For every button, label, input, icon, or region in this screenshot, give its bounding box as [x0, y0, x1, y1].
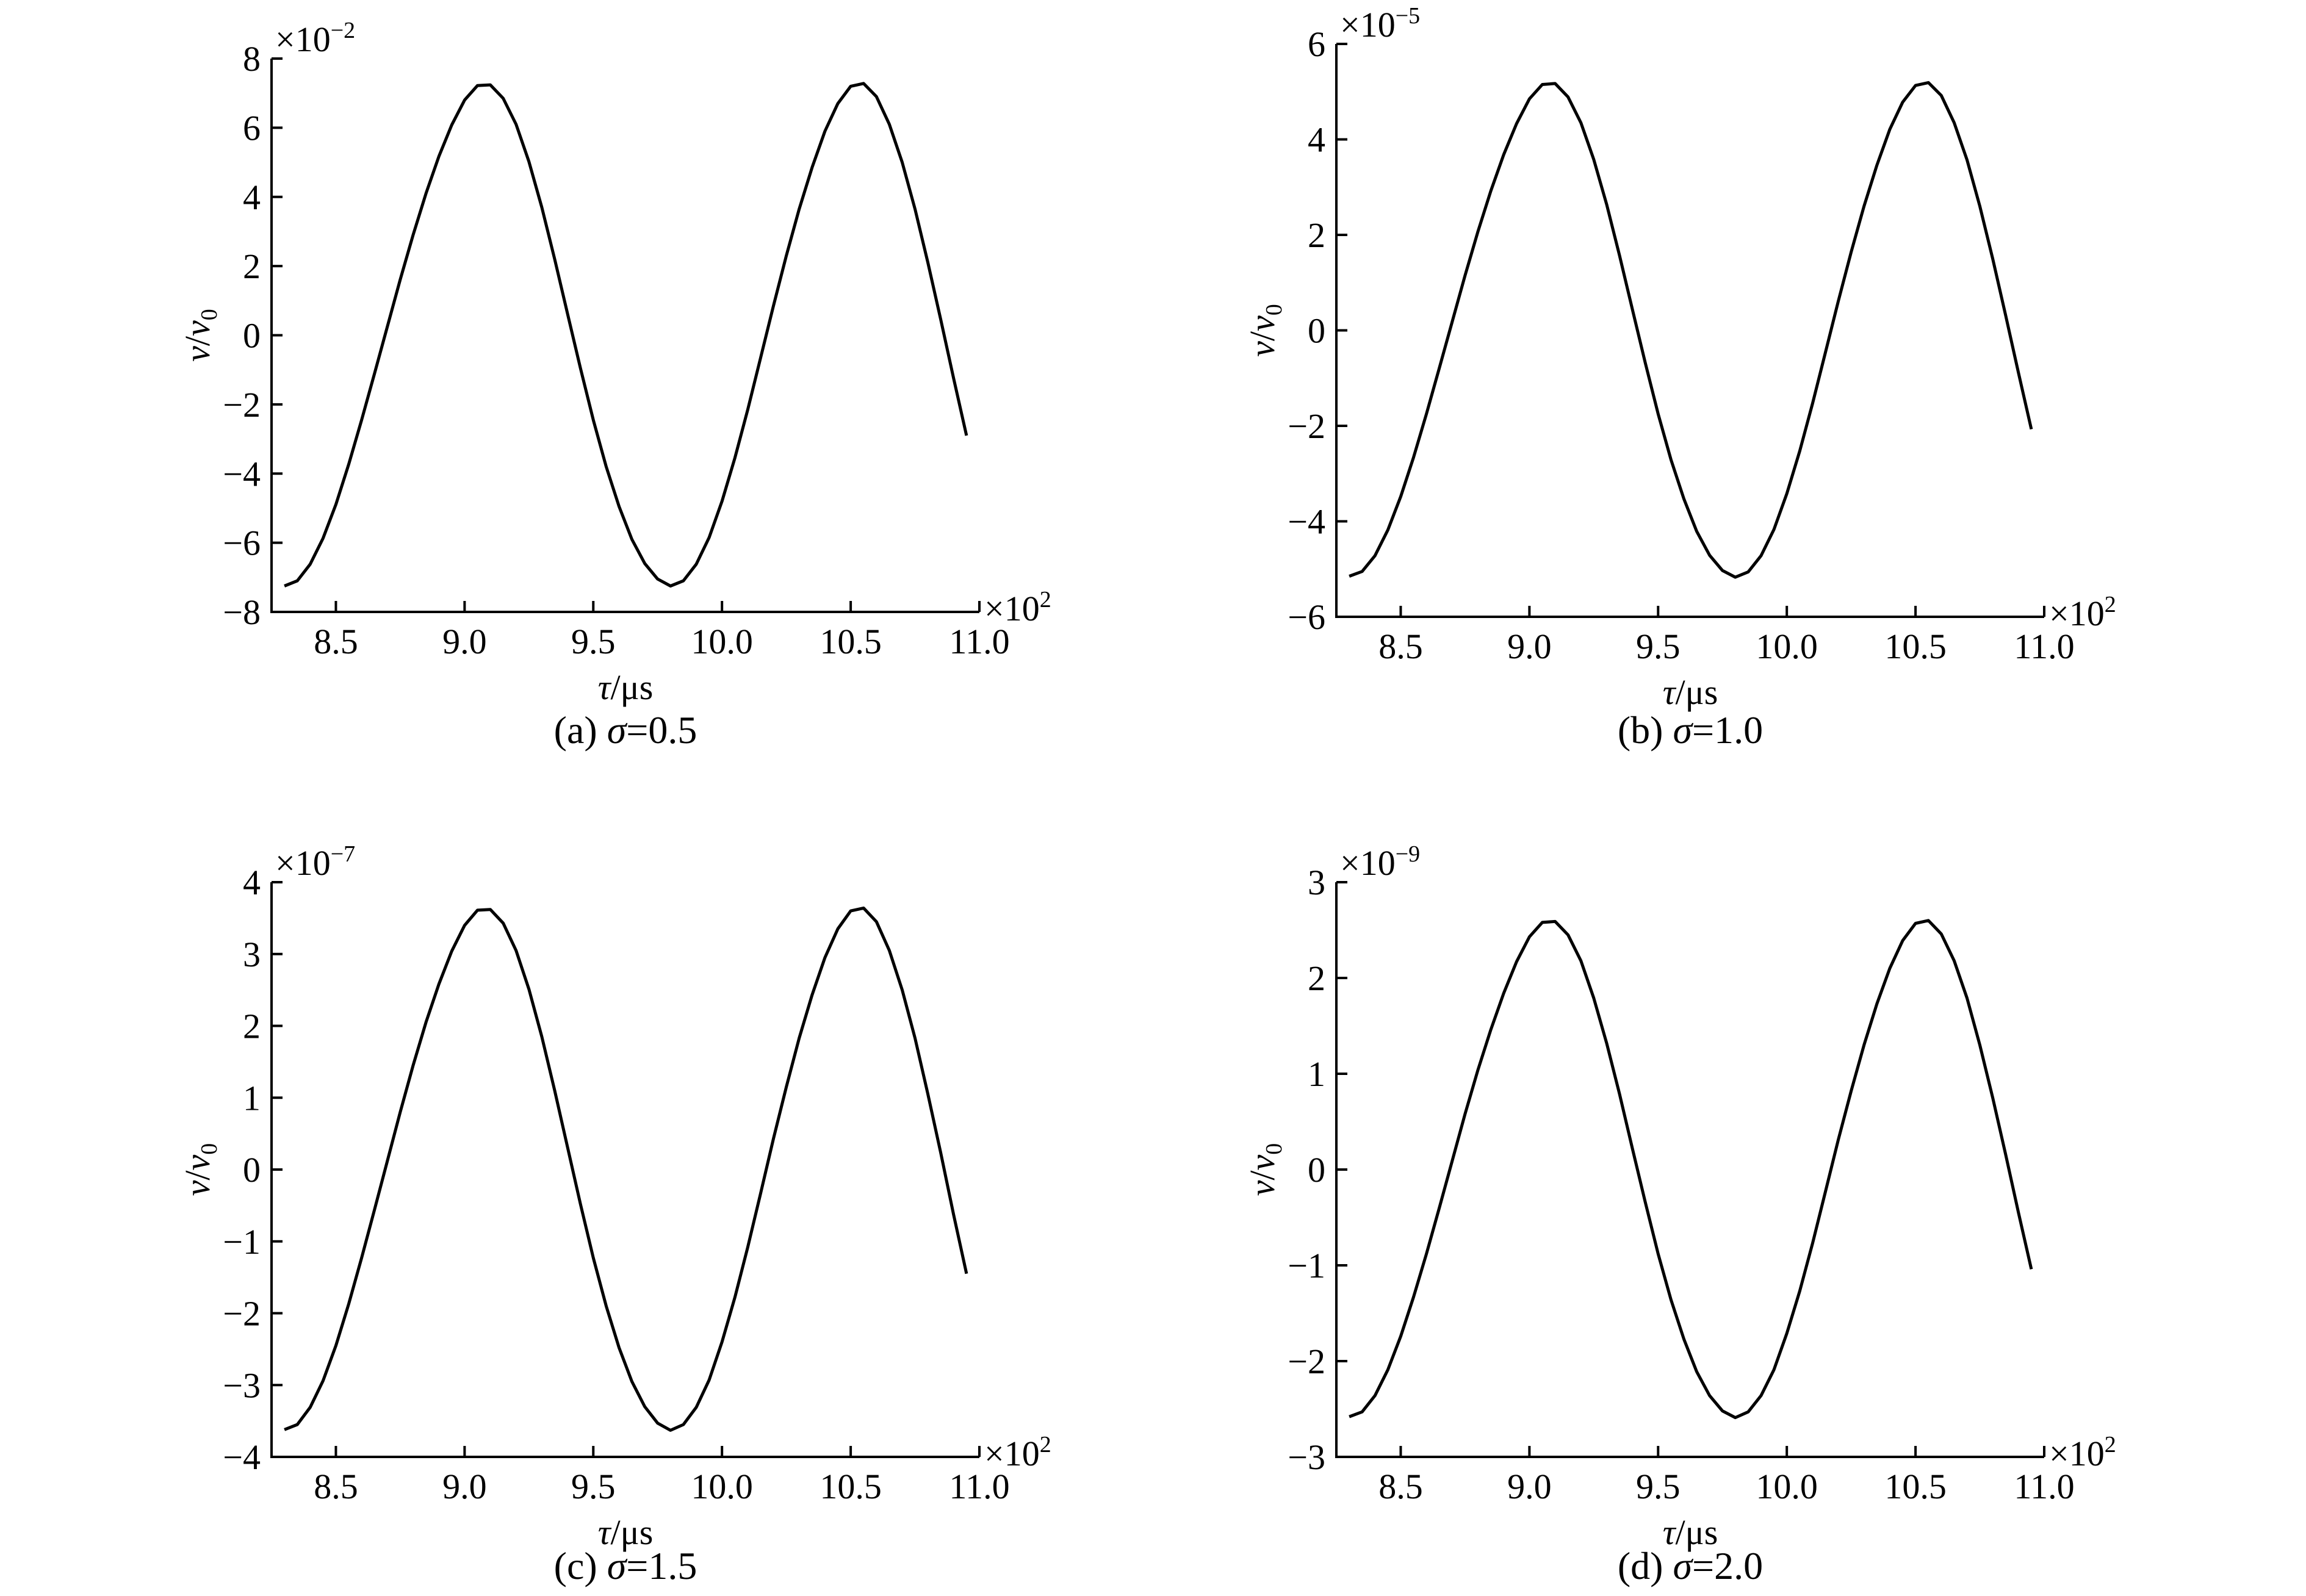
y-tick-label: −1: [1288, 1246, 1325, 1285]
chart-panel-1: −8 −6 −4 −2 0 2 4 6 8 8.5 9.0 9.5 10.0 10.5 11.0 ×10−2 ×…: [178, 18, 1051, 752]
y-tick-label: −2: [1288, 406, 1325, 446]
y-tick-label: 8: [243, 39, 261, 79]
y-tick-label: −2: [223, 385, 261, 425]
y-axis-label: v/v0: [178, 1143, 222, 1196]
chart-panel-3: −4 −3 −2 −1 0 1 2 3 4 8.5 9.0 9.5 10.0 10.5 11.0 ×10−7 ×…: [178, 841, 1051, 1587]
x-tick-label: 8.5: [314, 1467, 358, 1506]
y-tick-label: 4: [243, 178, 261, 217]
x-axis-label: τ/μs: [1663, 1512, 1718, 1552]
y-axis-label: v/v0: [1242, 304, 1287, 357]
y-tick-label: 4: [1308, 120, 1325, 160]
x-multiplier: ×102: [984, 1432, 1051, 1473]
x-axis-label: τ/μs: [1663, 672, 1718, 712]
x-tick-label: 10.5: [1884, 1467, 1947, 1506]
y-tick-label: −8: [223, 592, 261, 632]
y-multiplier: ×10−5: [1340, 3, 1420, 45]
y-tick-label: −6: [1288, 597, 1325, 637]
x-tick-label: 9.0: [442, 1467, 487, 1506]
x-tick-label: 8.5: [1378, 1467, 1423, 1506]
y-tick-label: −3: [223, 1365, 261, 1405]
panel-caption: (a) σ=0.5: [554, 708, 697, 752]
x-tick-label: 9.0: [1507, 1467, 1552, 1506]
y-tick-label: −4: [223, 454, 261, 494]
y-tick-label: 4: [243, 863, 261, 902]
panel-caption: (d) σ=2.0: [1618, 1544, 1763, 1587]
x-multiplier: ×102: [2049, 592, 2116, 633]
chart-panel-4: −3 −2 −1 0 1 2 3 8.5 9.0 9.5 10.0 10.5 11.0 ×10−9 ×102…: [1242, 841, 2116, 1587]
y-axis-label: v/v0: [178, 309, 222, 362]
x-tick-label: 10.5: [820, 622, 882, 661]
series-line: [284, 82, 968, 588]
x-tick-label: 10.0: [691, 622, 753, 661]
panel-caption: (c) σ=1.5: [554, 1544, 697, 1587]
x-tick-label: 8.5: [1378, 627, 1423, 666]
y-multiplier: ×10−9: [1340, 841, 1420, 883]
y-tick-label: 3: [1308, 863, 1325, 902]
chart-panel-2: −6 −4 −2 0 2 4 6 8.5 9.0 9.5 10.0 10.5 11.0 ×10−5 ×102…: [1242, 3, 2116, 752]
y-tick-label: −4: [223, 1437, 261, 1477]
axes: [270, 882, 979, 1458]
y-tick-label: −2: [223, 1294, 261, 1334]
y-tick-label: 0: [1308, 311, 1325, 351]
y-tick-label: 2: [243, 246, 261, 286]
x-tick-label: 9.5: [571, 622, 616, 661]
y-axis-label: v/v0: [1242, 1143, 1287, 1196]
x-tick-label: 9.5: [1636, 1467, 1681, 1506]
x-tick-label: 10.0: [691, 1467, 753, 1506]
x-tick-label: 10.5: [1884, 627, 1947, 666]
y-tick-label: 0: [243, 1150, 261, 1190]
y-multiplier: ×10−2: [275, 18, 355, 59]
y-tick-label: −4: [1288, 502, 1325, 542]
x-tick-label: 10.0: [1756, 1467, 1818, 1506]
x-tick-label: 9.0: [1507, 627, 1552, 666]
panel-caption: (b) σ=1.0: [1618, 708, 1763, 752]
y-tick-label: −3: [1288, 1437, 1325, 1477]
y-tick-label: 3: [243, 935, 261, 974]
axes: [270, 59, 979, 613]
x-axis-label: τ/μs: [598, 667, 654, 707]
y-tick-label: 2: [1308, 958, 1325, 998]
x-tick-label: 8.5: [314, 622, 358, 661]
x-tick-label: 11.0: [2014, 627, 2074, 666]
y-tick-label: −2: [1288, 1342, 1325, 1381]
x-tick-label: 9.0: [442, 622, 487, 661]
y-tick-label: 1: [243, 1078, 261, 1118]
x-tick-label: 10.5: [820, 1467, 882, 1506]
series-line: [284, 906, 968, 1432]
y-tick-label: 0: [243, 316, 261, 356]
y-tick-label: 6: [1308, 24, 1325, 64]
axes: [1335, 44, 2044, 618]
y-tick-label: 0: [1308, 1150, 1325, 1190]
series-line: [1349, 81, 2033, 579]
x-axis-label: τ/μs: [598, 1512, 654, 1552]
x-tick-label: 9.5: [1636, 627, 1681, 666]
axes: [1335, 882, 2044, 1458]
y-tick-label: −1: [223, 1222, 261, 1262]
x-multiplier: ×102: [984, 587, 1051, 628]
y-tick-label: 1: [1308, 1054, 1325, 1094]
x-multiplier: ×102: [2049, 1432, 2116, 1473]
y-tick-label: 2: [243, 1007, 261, 1046]
series-line: [1349, 919, 2033, 1420]
x-tick-label: 11.0: [949, 622, 1009, 661]
x-tick-label: 9.5: [571, 1467, 616, 1506]
y-multiplier: ×10−7: [275, 841, 355, 883]
x-tick-label: 11.0: [2014, 1467, 2074, 1506]
y-tick-label: 2: [1308, 215, 1325, 255]
x-tick-label: 10.0: [1756, 627, 1818, 666]
y-tick-label: 6: [243, 108, 261, 148]
y-tick-label: −6: [223, 523, 261, 563]
x-tick-label: 11.0: [949, 1467, 1009, 1506]
